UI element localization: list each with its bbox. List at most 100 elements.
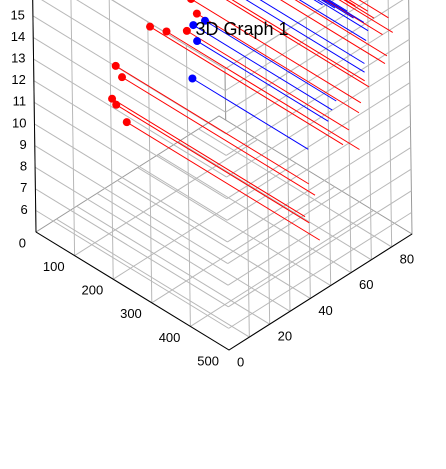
x-grid-line-wall xyxy=(108,0,114,280)
series-0-drop-line xyxy=(231,0,365,82)
x-tick-label: 500 xyxy=(197,353,219,368)
series-1-drop-line xyxy=(323,0,354,19)
series-1-drop-line xyxy=(259,0,365,64)
y-grid-line-wall xyxy=(244,56,250,338)
series-0-point xyxy=(187,0,195,3)
series-1-drop-line xyxy=(326,0,365,23)
x-grid-line-floor xyxy=(151,186,336,304)
z-grid-line-left xyxy=(33,80,228,200)
series-0-drop-line xyxy=(324,0,383,36)
y-grid-line-wall xyxy=(265,43,271,325)
series-0-drop-line xyxy=(225,0,370,88)
x-axis-line xyxy=(35,231,230,351)
x-grid-line-wall xyxy=(185,45,191,327)
series-1-point xyxy=(188,74,197,83)
series-1-drop-line xyxy=(320,0,336,9)
y-grid-line-floor xyxy=(76,205,270,325)
x-tick-label: 200 xyxy=(81,283,103,298)
z-grid-line-right xyxy=(226,60,410,178)
z-tick-label: 6 xyxy=(20,202,27,217)
z-grid-line-right xyxy=(226,103,411,221)
z-tick-label: 9 xyxy=(20,137,27,152)
series-0-point xyxy=(192,9,201,18)
z-grid-line-left xyxy=(34,123,228,243)
x-tick-label: 400 xyxy=(159,330,181,345)
series-0-drop-line xyxy=(149,26,344,146)
series-1-drop-line xyxy=(316,0,369,32)
z-tick-label: 11 xyxy=(13,94,27,109)
series-0-drop-line xyxy=(191,0,362,104)
z-grid-line-left xyxy=(35,188,229,308)
y-axis-line xyxy=(228,233,413,351)
z-grid-line-left xyxy=(76,0,226,92)
z-grid-line-right xyxy=(225,0,370,92)
series-0-point xyxy=(108,94,117,103)
z-tick-label: 7 xyxy=(20,180,27,195)
series-1-point xyxy=(189,21,198,30)
z-grid-line-right xyxy=(228,211,412,329)
z-grid-line-left xyxy=(34,166,229,286)
y-grid-line-floor xyxy=(117,180,311,299)
z-grid-line-left xyxy=(32,37,227,156)
z-tick-label: 13 xyxy=(11,51,25,66)
z-grid-line-right xyxy=(225,0,404,113)
z-grid-line-right xyxy=(226,82,411,200)
z-grid-line-left xyxy=(33,58,227,178)
series-1-drop-line xyxy=(298,0,367,42)
z-tick-label: 12 xyxy=(11,72,25,87)
z-tick-label: 15 xyxy=(10,7,24,22)
z-axis-line xyxy=(32,0,37,233)
series-1-point xyxy=(193,37,202,46)
series-0-drop-line xyxy=(111,98,306,218)
z-grid-line-left xyxy=(111,0,226,70)
y-grid-line-wall xyxy=(346,0,352,273)
series-0-point xyxy=(122,118,131,127)
x-grid-line-floor xyxy=(74,139,258,257)
x-tick-label: 0 xyxy=(19,235,26,250)
x-tick-label: 300 xyxy=(120,306,142,321)
z-grid-line-right xyxy=(227,147,412,264)
series-0-drop-line xyxy=(338,0,393,33)
x-grid-line-wall xyxy=(147,21,153,303)
y-tick-label: 60 xyxy=(359,277,373,292)
series-0-point xyxy=(112,100,121,109)
x-grid-line-wall xyxy=(70,0,76,256)
series-0-point xyxy=(146,22,155,31)
series-0-point xyxy=(162,27,171,36)
series-0-drop-line xyxy=(294,0,388,57)
series-0-drop-line xyxy=(358,0,389,19)
x-grid-line-floor xyxy=(112,162,297,280)
z-grid-line-right xyxy=(228,190,412,308)
y-grid-line-wall xyxy=(305,17,311,299)
y-tick-label: 40 xyxy=(318,303,332,318)
series-0-drop-line xyxy=(115,104,310,224)
series-0-drop-line xyxy=(121,76,316,196)
series-0-point xyxy=(182,26,191,35)
y-grid-line-wall xyxy=(387,0,393,247)
z-grid-line-right xyxy=(227,168,412,286)
series-0-drop-line xyxy=(196,13,360,114)
y-grid-line-floor xyxy=(198,128,392,248)
chart-title: 3D Graph 1 xyxy=(195,19,288,39)
series-1-drop-line xyxy=(196,40,329,122)
y-grid-line-floor xyxy=(56,218,250,338)
series-0-drop-line xyxy=(115,65,309,185)
z-tick-label: 14 xyxy=(11,29,25,44)
series-0-drop-line xyxy=(166,31,360,150)
y-grid-line-floor xyxy=(137,167,331,286)
z-grid-line-left xyxy=(41,0,226,113)
series-1-point xyxy=(201,16,210,25)
series-0-point xyxy=(111,61,120,70)
series-1-drop-line xyxy=(204,20,337,102)
z-grid-line-left xyxy=(34,145,229,264)
z-grid-line-right xyxy=(225,39,410,156)
z-grid-line-right xyxy=(227,125,411,243)
z-tick-label: 10 xyxy=(12,115,26,130)
series-1-drop-line xyxy=(193,24,333,111)
series-1-drop-line xyxy=(192,78,309,150)
y-grid-line-wall xyxy=(326,4,332,286)
y-grid-line-floor xyxy=(96,192,291,312)
series-0-drop-line xyxy=(126,121,321,241)
